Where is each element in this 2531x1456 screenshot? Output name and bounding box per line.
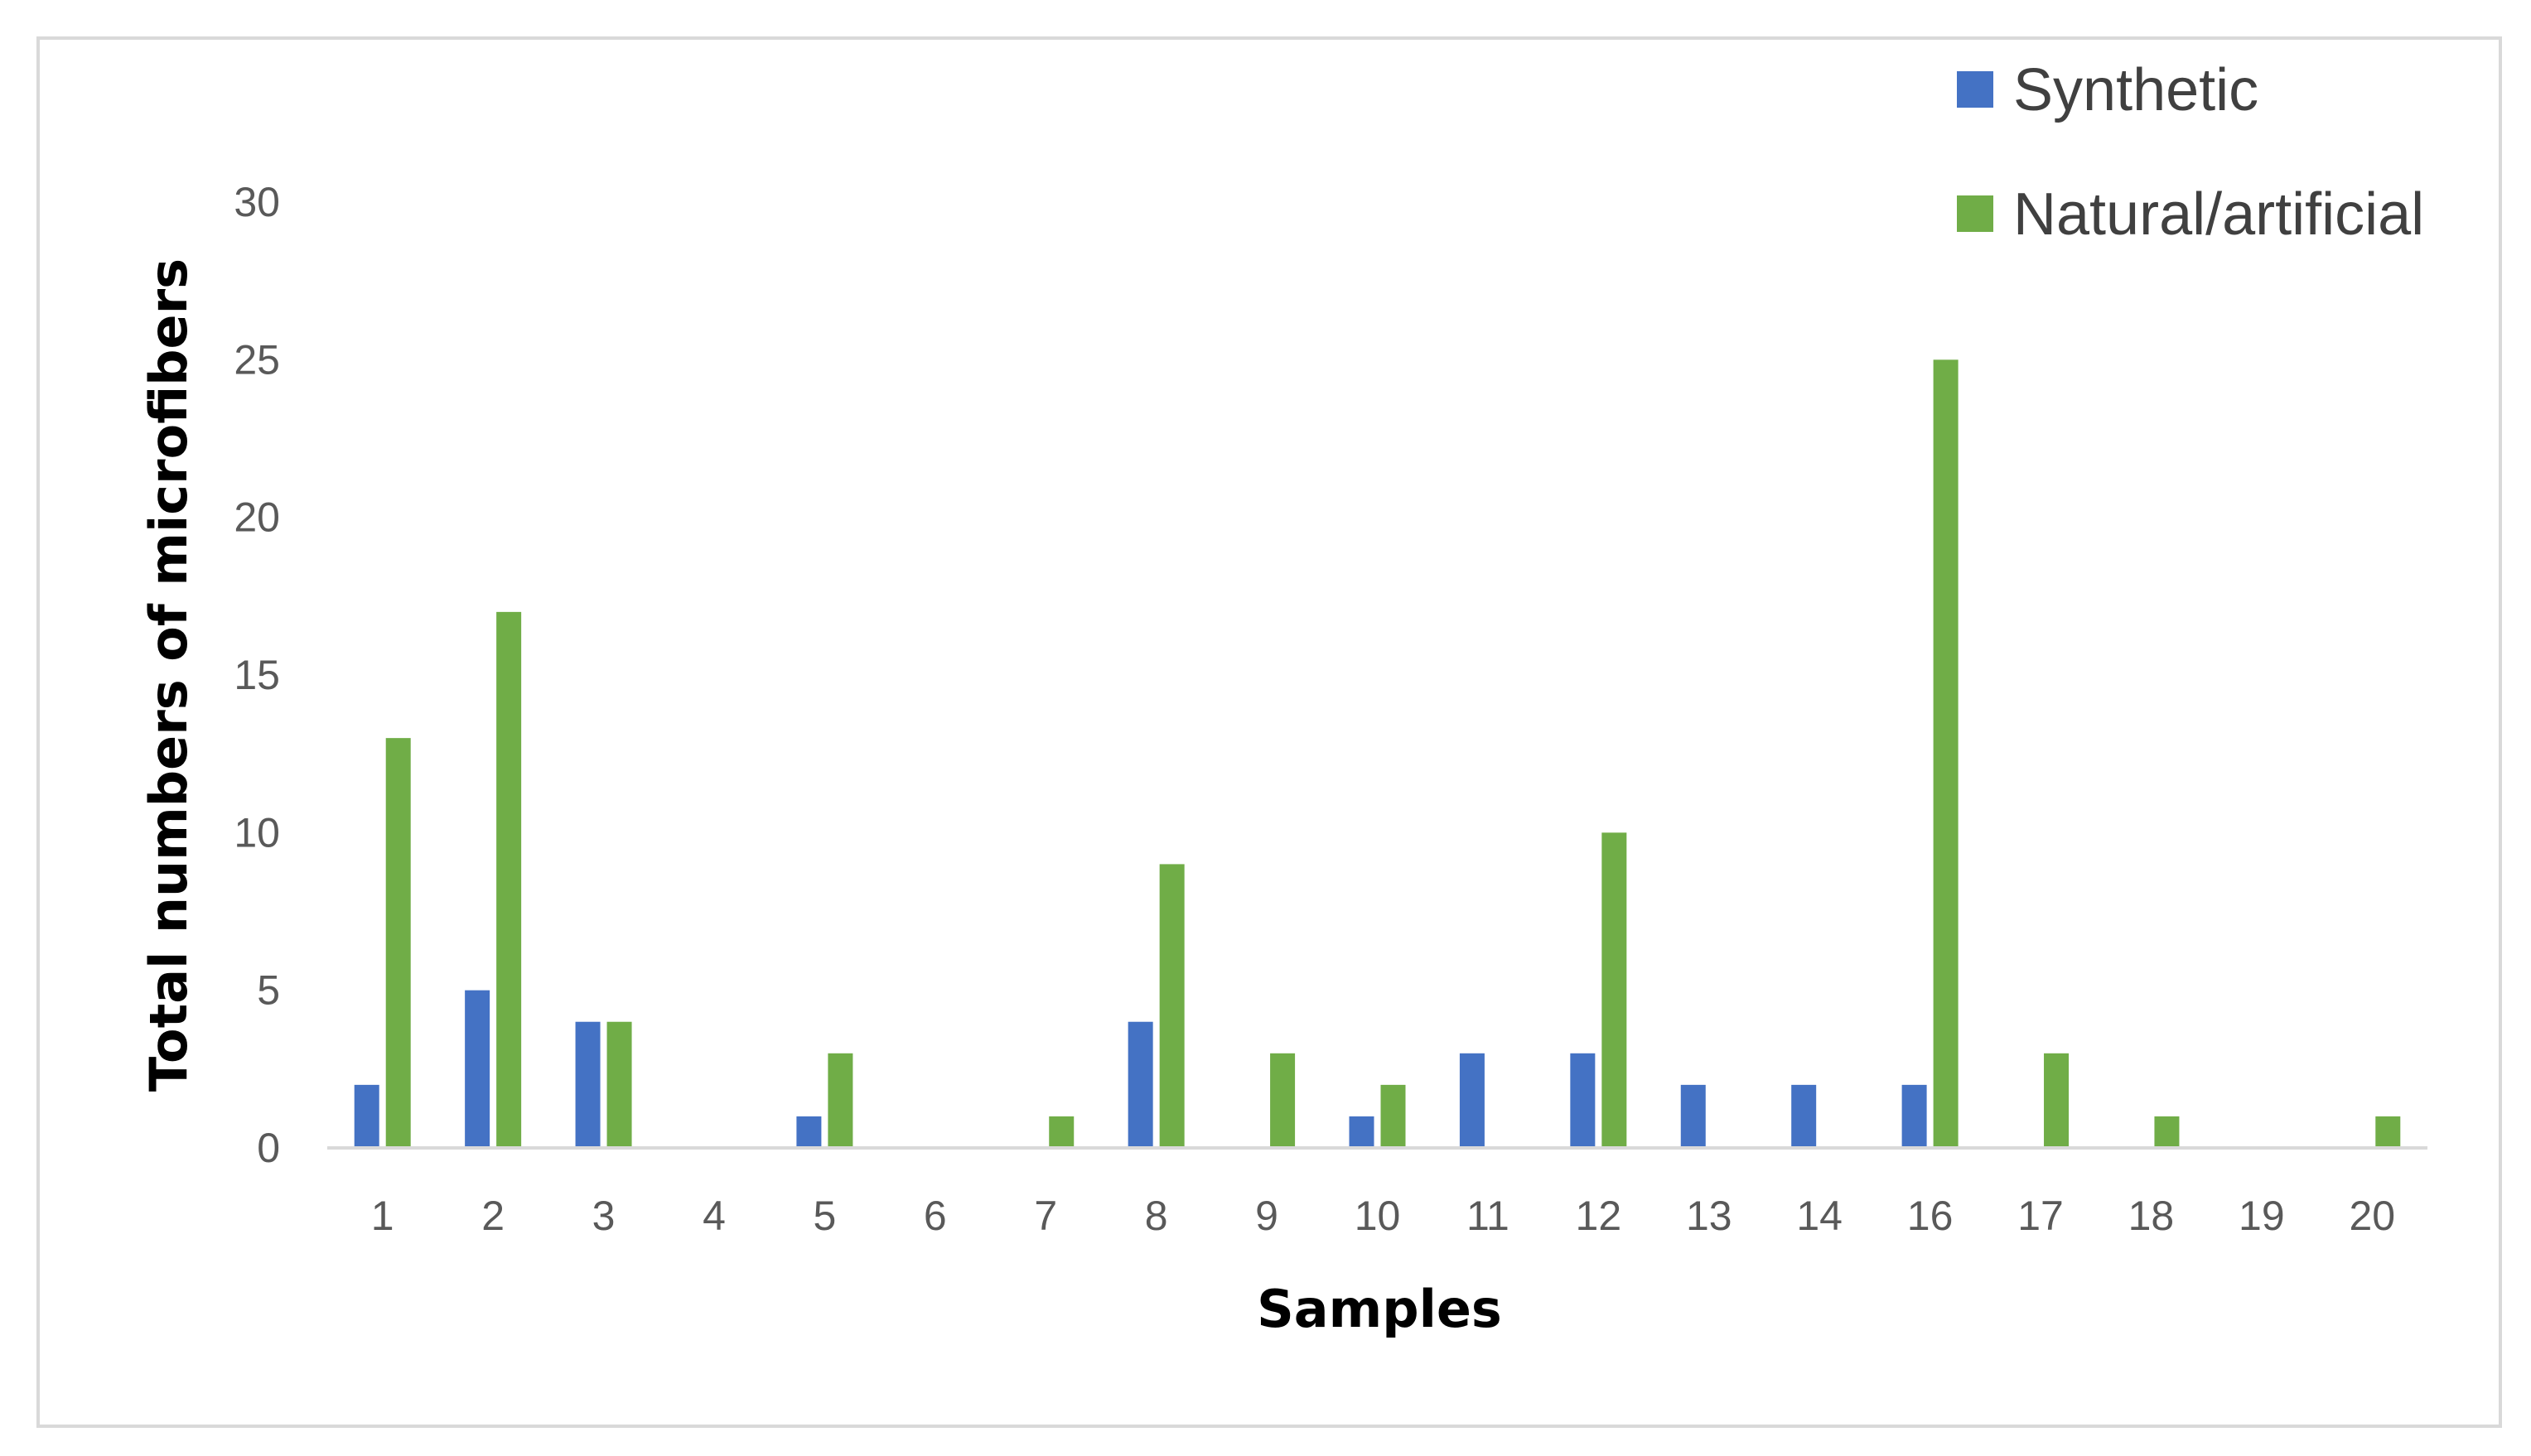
- y-tick-label: 0: [257, 1125, 280, 1171]
- x-tick-label: 14: [1796, 1193, 1843, 1239]
- bar-natural-artificial-sample-10: [1380, 1084, 1406, 1148]
- x-tick-label: 10: [1355, 1193, 1401, 1239]
- legend-label: Natural/artificial: [2013, 181, 2424, 248]
- bar-synthetic-sample-10: [1349, 1116, 1374, 1148]
- bar-synthetic-sample-13: [1680, 1084, 1706, 1148]
- y-tick-label: 20: [234, 494, 280, 541]
- x-tick-label: 18: [2128, 1193, 2175, 1239]
- y-tick-label: 10: [234, 809, 280, 856]
- x-tick-label: 7: [1034, 1193, 1057, 1239]
- bar-natural-artificial-sample-7: [1049, 1116, 1075, 1148]
- bar-synthetic-sample-16: [1901, 1084, 1927, 1148]
- bar-natural-artificial-sample-1: [385, 738, 411, 1148]
- bar-synthetic-sample-8: [1128, 1021, 1153, 1148]
- bar-natural-artificial-sample-16: [1933, 359, 1959, 1148]
- x-tick-label: 8: [1145, 1193, 1168, 1239]
- y-axis-ticks: 0 5 10 15 20 25 30: [234, 179, 280, 1171]
- chart-frame: [36, 36, 2502, 1428]
- bar-natural-artificial-sample-20: [2375, 1116, 2401, 1148]
- bar-synthetic-sample-14: [1791, 1084, 1817, 1148]
- bar-synthetic-sample-3: [575, 1021, 601, 1148]
- bar-natural-artificial-sample-17: [2044, 1053, 2070, 1148]
- x-tick-label: 4: [703, 1193, 726, 1239]
- x-tick-label: 16: [1907, 1193, 1954, 1239]
- x-tick-label: 3: [592, 1193, 616, 1239]
- x-tick-label: 20: [2349, 1193, 2395, 1239]
- x-tick-label: 5: [813, 1193, 836, 1239]
- bar-synthetic-sample-11: [1459, 1053, 1485, 1148]
- bar-natural-artificial-sample-3: [606, 1021, 632, 1148]
- y-tick-label: 5: [257, 967, 280, 1014]
- legend: Synthetic Natural/artificial: [1957, 57, 2424, 248]
- y-tick-label: 25: [234, 336, 280, 383]
- legend-label: Synthetic: [2013, 57, 2258, 123]
- x-tick-label: 2: [481, 1193, 505, 1239]
- bar-natural-artificial-sample-8: [1159, 864, 1185, 1148]
- bar-natural-artificial-sample-12: [1601, 832, 1627, 1148]
- x-tick-label: 13: [1686, 1193, 1732, 1239]
- x-tick-label: 6: [924, 1193, 947, 1239]
- legend-swatch: [1957, 71, 1993, 108]
- bar-natural-artificial-sample-9: [1270, 1053, 1296, 1148]
- x-tick-label: 19: [2239, 1193, 2285, 1239]
- y-tick-label: 30: [234, 179, 280, 225]
- x-tick-label: 12: [1576, 1193, 1622, 1239]
- bar-synthetic-sample-1: [354, 1084, 379, 1148]
- bar-natural-artificial-sample-5: [828, 1053, 853, 1148]
- y-tick-label: 15: [234, 652, 280, 698]
- x-tick-label: 11: [1466, 1193, 1509, 1239]
- bar-synthetic-sample-12: [1570, 1053, 1596, 1148]
- bars: [354, 359, 2401, 1148]
- y-axis-title: Total numbers of microfibers: [138, 258, 199, 1092]
- bar-synthetic-sample-5: [796, 1116, 822, 1148]
- legend-swatch: [1957, 195, 1993, 232]
- bar-natural-artificial-sample-2: [496, 611, 522, 1148]
- x-axis-title: Samples: [1257, 1279, 1502, 1339]
- x-tick-label: 17: [2017, 1193, 2064, 1239]
- x-axis-ticks: 1 2 3 4 5 6 7 8 9 10 11 12 13 14 16 17 18 19 20: [371, 1193, 2395, 1239]
- x-tick-label: 1: [371, 1193, 394, 1239]
- bar-natural-artificial-sample-18: [2154, 1116, 2180, 1148]
- x-tick-label: 9: [1255, 1193, 1278, 1239]
- bar-synthetic-sample-2: [465, 990, 490, 1148]
